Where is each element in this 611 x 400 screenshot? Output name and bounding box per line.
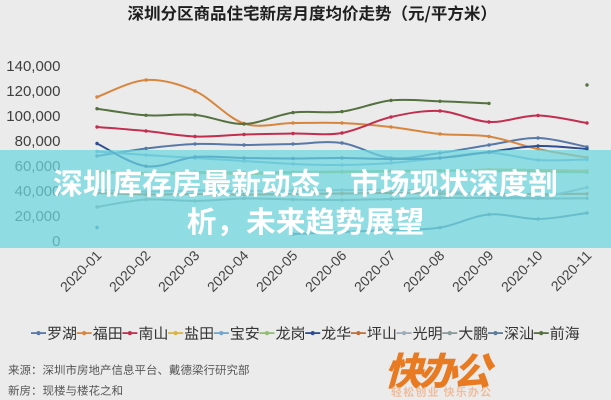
svg-text:140,000: 140,000 [6, 58, 60, 75]
svg-text:100,000: 100,000 [6, 108, 60, 125]
svg-text:120,000: 120,000 [6, 83, 60, 100]
svg-text:80,000: 80,000 [15, 133, 61, 150]
